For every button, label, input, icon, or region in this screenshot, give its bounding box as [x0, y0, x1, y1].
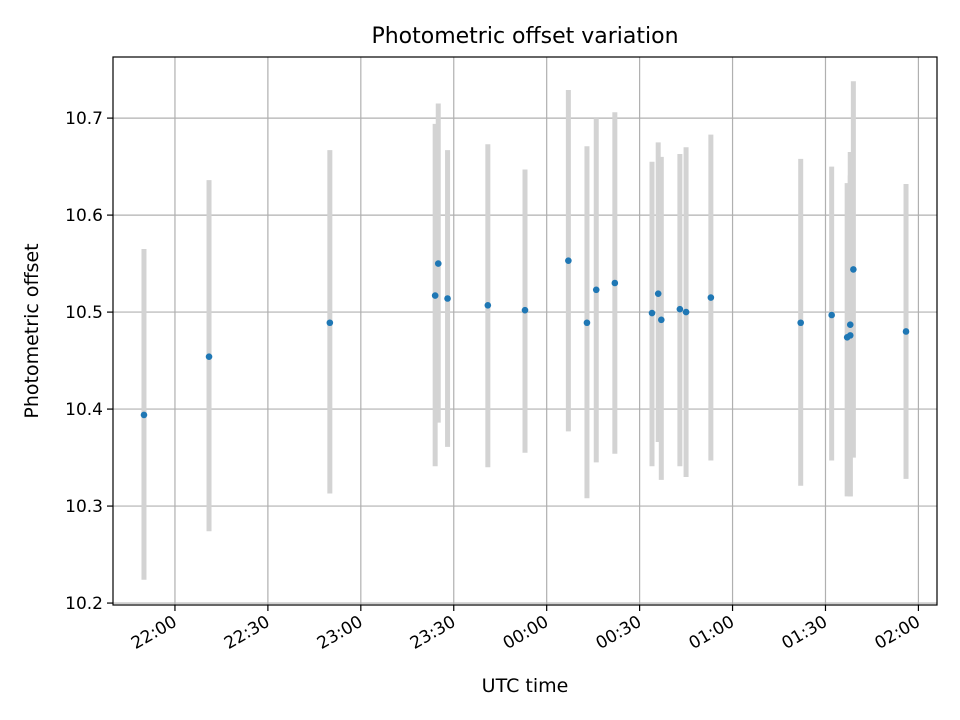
data-point [797, 319, 804, 327]
data-point [444, 295, 451, 302]
data-point [707, 294, 715, 301]
data-point [654, 290, 662, 297]
data-point [828, 311, 835, 319]
y-axis-ticks: 10.2 10.3 10.4 10.5 10.6 10.7 [65, 109, 113, 614]
y-tick-label: 10.7 [65, 109, 103, 129]
x-axis-label: UTC time [482, 675, 569, 697]
x-tick-label: 23:00 [314, 612, 366, 654]
x-axis-ticks: 22:00 22:30 23:00 23:30 00:00 00:30 01:00 01:30… [128, 605, 924, 654]
data-point [850, 266, 857, 273]
data-point [583, 319, 591, 327]
data-point [611, 279, 619, 287]
plot-frame [112, 56, 938, 606]
x-tick-label: 22:30 [221, 612, 273, 654]
data-point [682, 308, 690, 316]
x-tick-label: 00:30 [593, 612, 645, 654]
x-tick-label: 01:30 [779, 612, 831, 654]
data-point [846, 321, 854, 328]
data-point [648, 309, 656, 317]
x-tick-label: 00:00 [500, 612, 552, 654]
chart-title: Photometric offset variation [371, 24, 678, 49]
x-tick-label: 22:00 [128, 612, 180, 654]
data-point [658, 316, 665, 324]
x-tick-label: 01:00 [686, 612, 738, 654]
x-tick-label: 23:30 [407, 612, 459, 654]
data-point [565, 257, 572, 264]
data-point [434, 260, 442, 267]
data-point [205, 353, 213, 361]
data-point [592, 286, 600, 294]
data-point [140, 411, 148, 419]
y-tick-label: 10.2 [65, 594, 103, 614]
x-tick-label: 02:00 [871, 612, 923, 654]
data-points [140, 257, 910, 419]
data-point [326, 319, 334, 327]
y-tick-label: 10.3 [65, 497, 103, 517]
data-point [521, 306, 529, 314]
y-tick-label: 10.6 [65, 206, 103, 226]
y-axis-label: Photometric offset [21, 243, 43, 418]
data-point [846, 332, 854, 339]
data-point [676, 305, 684, 313]
y-tick-label: 10.5 [65, 303, 103, 323]
data-point [902, 328, 910, 335]
data-point [431, 292, 439, 299]
data-point [484, 301, 492, 309]
y-tick-label: 10.4 [65, 400, 103, 420]
